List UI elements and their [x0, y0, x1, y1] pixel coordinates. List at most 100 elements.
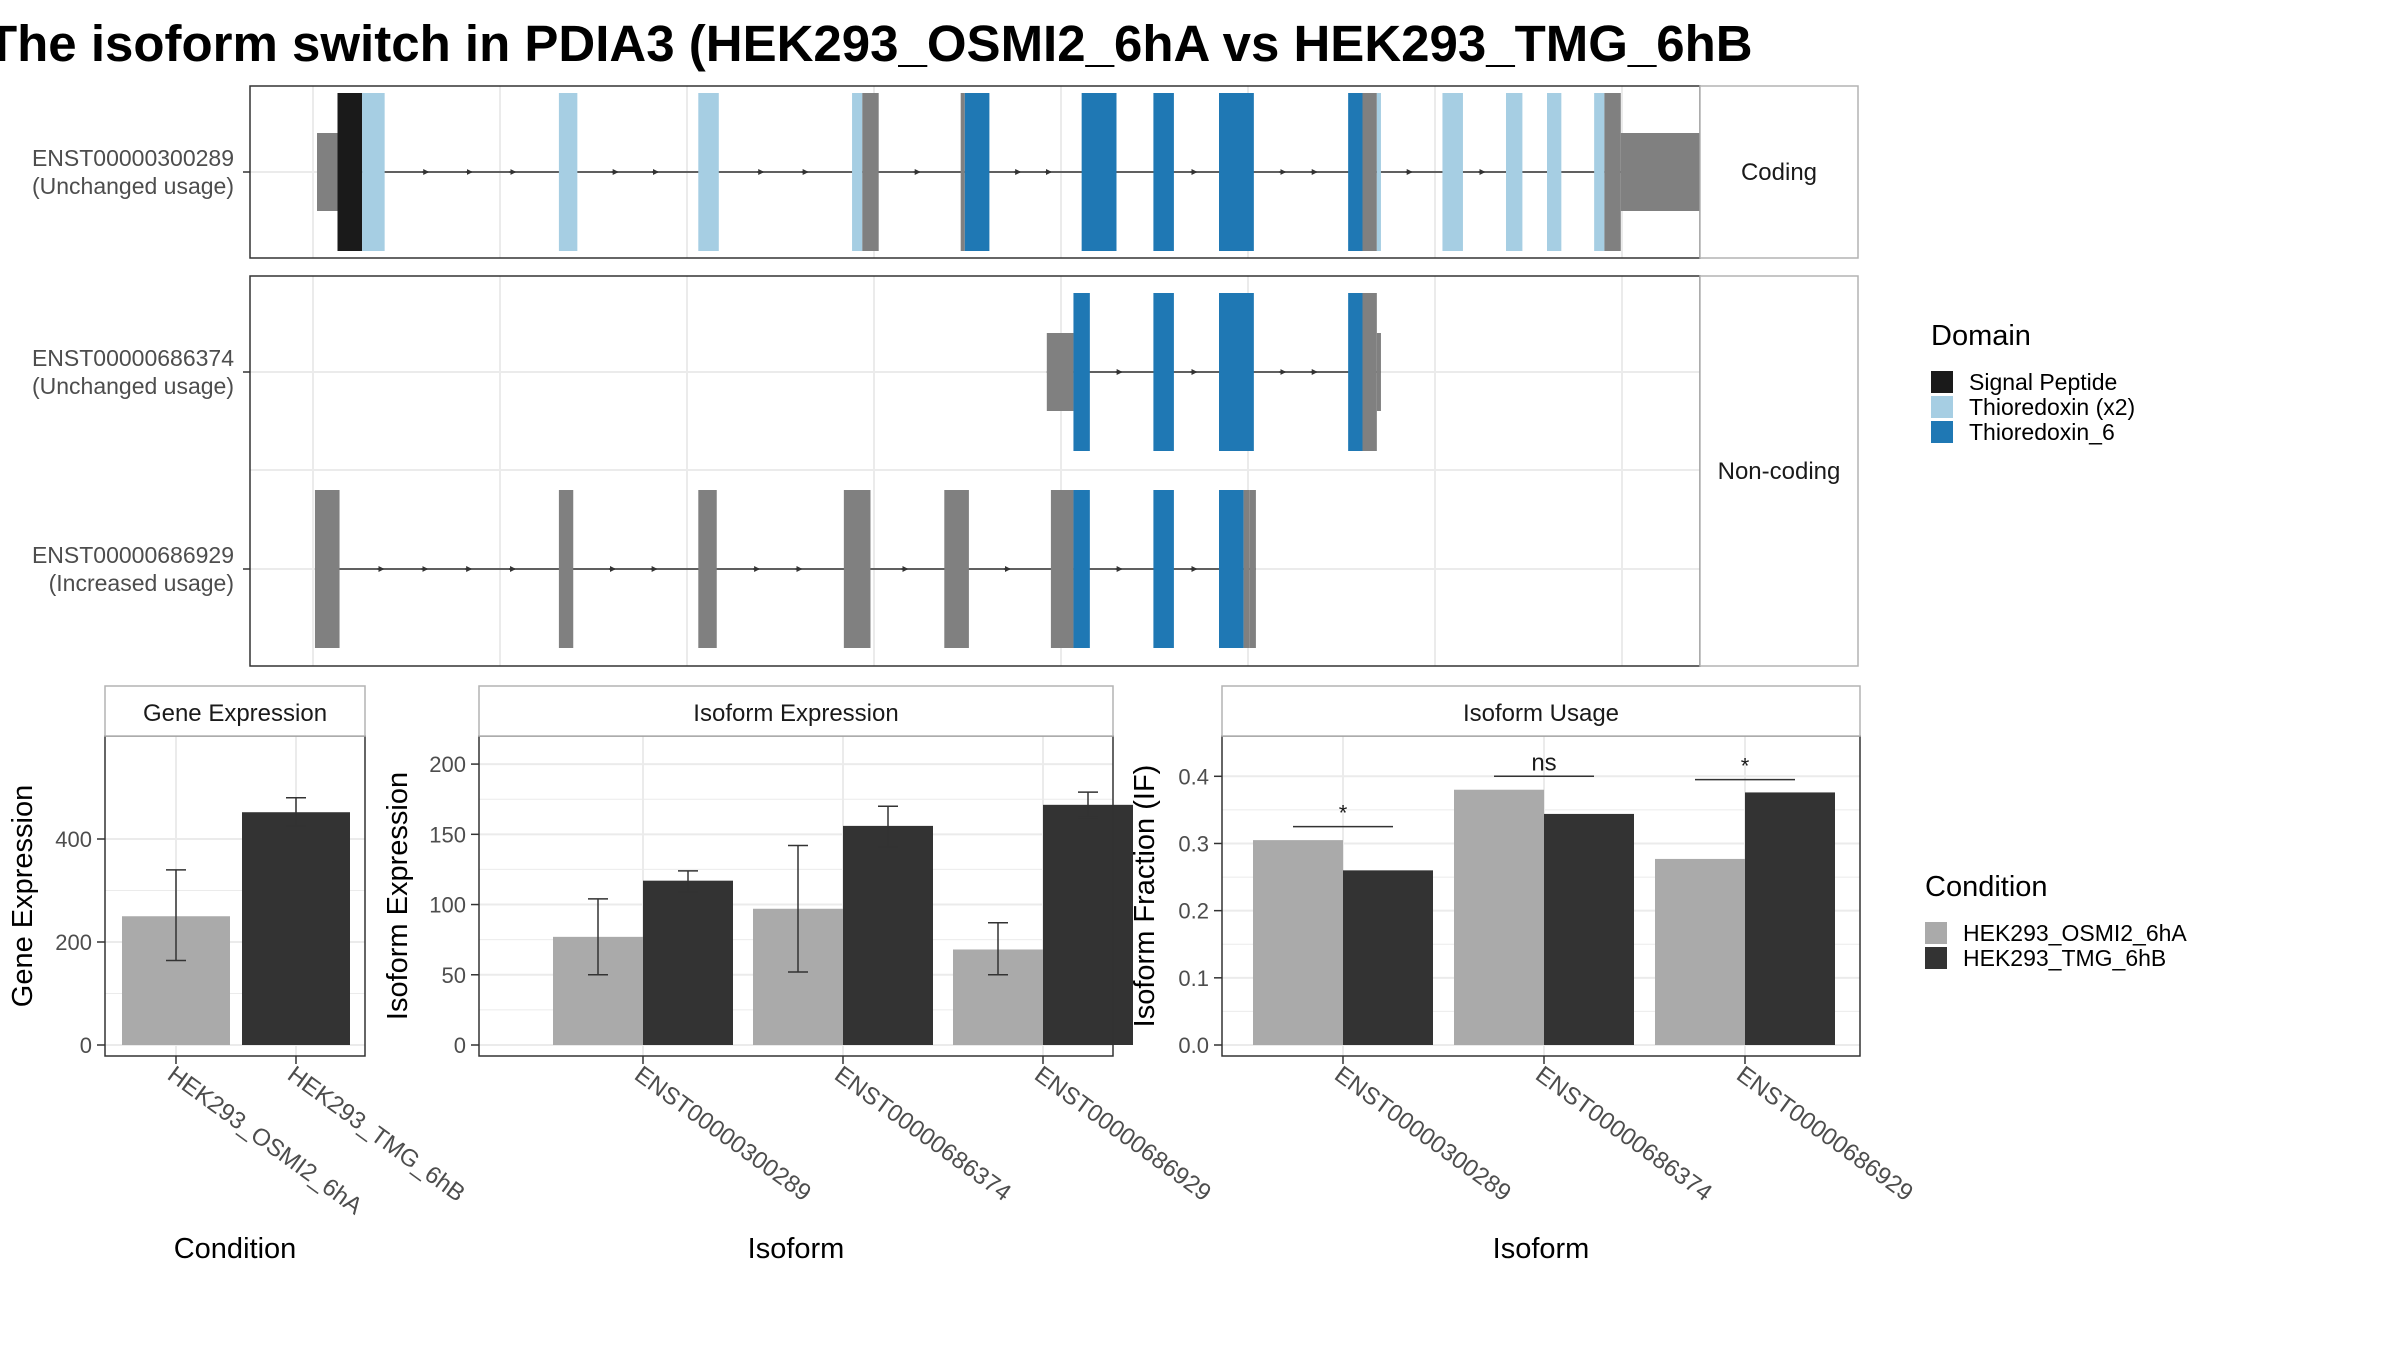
exon-block — [1376, 93, 1381, 251]
exon-block — [852, 93, 863, 251]
exon-block — [1073, 490, 1090, 648]
utr-block — [1046, 333, 1074, 411]
transcript-label: ENST00000686374 — [32, 345, 234, 371]
legend-label: Signal Peptide — [1969, 369, 2117, 395]
transcript-usage-label: (Unchanged usage) — [32, 173, 234, 199]
exon-block — [314, 490, 340, 648]
y-tick-label: 0.1 — [1178, 966, 1209, 991]
x-tick-label: ENST00000300289 — [1329, 1061, 1515, 1207]
legend-swatch — [1931, 421, 1953, 443]
exon-block — [862, 93, 879, 251]
exon-block — [843, 490, 871, 648]
bar — [1343, 870, 1433, 1045]
legend-swatch — [1931, 396, 1953, 418]
facet-strip-label: Non-coding — [1718, 458, 1841, 485]
transcript-ENST00000300289 — [317, 93, 1720, 251]
legend-swatch — [1931, 371, 1953, 393]
exon-block — [1362, 93, 1377, 251]
exon-block — [1153, 93, 1174, 251]
y-tick-label: 0 — [80, 1033, 92, 1058]
x-axis-title: Isoform — [748, 1233, 845, 1265]
facet-strip-label: Gene Expression — [143, 700, 327, 727]
y-tick-label: 200 — [55, 930, 92, 955]
exon-block — [362, 93, 385, 251]
exon-block — [1594, 93, 1605, 251]
exon-block — [337, 93, 363, 251]
utr-block — [1376, 333, 1381, 411]
bar — [242, 812, 350, 1045]
y-tick-label: 0 — [454, 1033, 466, 1058]
exon-block — [1348, 293, 1363, 451]
facet-strip — [104, 685, 366, 737]
exon-block — [1219, 93, 1254, 251]
exon-block — [1547, 93, 1562, 251]
y-tick-label: 0.4 — [1178, 764, 1209, 789]
y-tick-label: 0.0 — [1178, 1033, 1209, 1058]
structure-panel-non-coding: Non-coding — [249, 275, 1859, 667]
y-tick-label: 50 — [442, 963, 466, 988]
facet-strip-label: Isoform Usage — [1463, 700, 1619, 727]
exon-block — [1219, 490, 1244, 648]
exon-block — [1506, 93, 1523, 251]
legend-title: Condition — [1925, 871, 2048, 903]
facet-strip — [1699, 85, 1859, 259]
legend-title: Domain — [1931, 320, 2031, 352]
exon-block — [1219, 293, 1254, 451]
exon-block — [1362, 293, 1377, 451]
exon-block — [960, 93, 965, 251]
transcript-ENST00000686374 — [1046, 293, 1381, 451]
transcript-usage-label: (Unchanged usage) — [32, 373, 234, 399]
y-axis-title: Isoform Fraction (IF) — [1129, 765, 1161, 1028]
exon-block — [1442, 93, 1463, 251]
legend-label: HEK293_OSMI2_6hA — [1963, 920, 2187, 946]
y-tick-label: 400 — [55, 827, 92, 852]
significance-label: * — [1741, 754, 1750, 779]
transcript-label: ENST00000300289 — [32, 145, 234, 171]
legend-label: Thioredoxin_6 — [1969, 419, 2115, 445]
significance-label: ns — [1531, 749, 1556, 776]
exon-block — [1073, 293, 1090, 451]
x-axis-title: Condition — [174, 1233, 297, 1265]
y-tick-label: 150 — [429, 822, 466, 847]
x-tick-label: ENST00000686374 — [829, 1061, 1015, 1207]
exon-block — [1050, 490, 1074, 648]
facet-strip — [1221, 685, 1861, 737]
legend-label: HEK293_TMG_6hB — [1963, 945, 2166, 971]
x-tick-label: HEK293_OSMI2_6hA — [162, 1061, 367, 1220]
x-axis-title: Isoform — [1493, 1233, 1590, 1265]
bar — [1655, 858, 1745, 1045]
exon-block — [944, 490, 969, 648]
structure-panel-coding: Coding — [249, 85, 1859, 259]
exon-block — [1243, 490, 1250, 648]
bar — [843, 825, 933, 1045]
transcript-ENST00000686929 — [314, 490, 1256, 648]
x-tick-label: ENST00000300289 — [629, 1061, 815, 1207]
transcript-usage-label: (Increased usage) — [49, 570, 234, 596]
bar — [1544, 813, 1634, 1045]
facet-strip — [1699, 275, 1859, 667]
significance-label: * — [1339, 801, 1348, 826]
exon-block — [1604, 93, 1621, 251]
facet-strip — [478, 685, 1114, 737]
bar-panel-isoform-usage: * ns * Isoform Usage 0.0 0.1 0.2 0.3 0.4 Isoform … — [1129, 685, 1918, 1265]
legend-label: Thioredoxin (x2) — [1969, 394, 2135, 420]
exon-block — [1153, 293, 1174, 451]
figure-title: The isoform switch in PDIA3 (HEK293_OSMI… — [0, 15, 1753, 72]
exon-block — [964, 93, 990, 251]
exon-block — [1348, 93, 1363, 251]
y-tick-label: 100 — [429, 893, 466, 918]
y-axis-title: Gene Expression — [7, 785, 39, 1007]
y-axis-title: Isoform Expression — [382, 772, 414, 1020]
y-tick-label: 0.3 — [1178, 831, 1209, 856]
exon-block — [1249, 490, 1256, 648]
y-tick-label: 200 — [429, 752, 466, 777]
y-tick-label: 0.2 — [1178, 899, 1209, 924]
exon-block — [1153, 490, 1174, 648]
bar-panel-isoform-expression: Isoform Expression 0 50 100 150 200 Isoform Ex… — [382, 685, 1216, 1265]
exon-block — [1081, 93, 1117, 251]
facet-strip-label: Coding — [1741, 159, 1817, 186]
x-tick-label: ENST00000686374 — [1530, 1061, 1716, 1207]
bar — [1043, 804, 1133, 1045]
